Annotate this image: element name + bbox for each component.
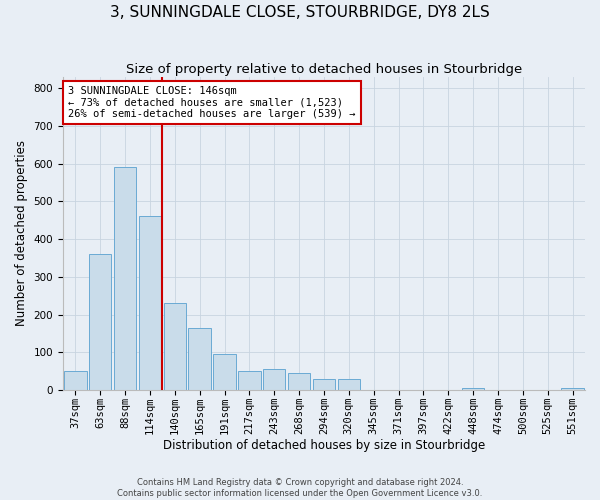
X-axis label: Distribution of detached houses by size in Stourbridge: Distribution of detached houses by size … <box>163 440 485 452</box>
Bar <box>139 216 161 390</box>
Bar <box>338 379 360 390</box>
Title: Size of property relative to detached houses in Stourbridge: Size of property relative to detached ho… <box>126 62 522 76</box>
Bar <box>164 304 186 390</box>
Bar <box>238 372 260 390</box>
Bar <box>263 370 286 390</box>
Bar <box>214 354 236 390</box>
Bar <box>188 328 211 390</box>
Bar <box>288 373 310 390</box>
Bar <box>64 372 86 390</box>
Bar <box>89 254 112 390</box>
Bar <box>313 379 335 390</box>
Text: 3 SUNNINGDALE CLOSE: 146sqm
← 73% of detached houses are smaller (1,523)
26% of : 3 SUNNINGDALE CLOSE: 146sqm ← 73% of det… <box>68 86 356 120</box>
Bar <box>562 388 584 390</box>
Y-axis label: Number of detached properties: Number of detached properties <box>15 140 28 326</box>
Bar <box>114 168 136 390</box>
Bar <box>462 388 484 390</box>
Text: 3, SUNNINGDALE CLOSE, STOURBRIDGE, DY8 2LS: 3, SUNNINGDALE CLOSE, STOURBRIDGE, DY8 2… <box>110 5 490 20</box>
Text: Contains HM Land Registry data © Crown copyright and database right 2024.
Contai: Contains HM Land Registry data © Crown c… <box>118 478 482 498</box>
